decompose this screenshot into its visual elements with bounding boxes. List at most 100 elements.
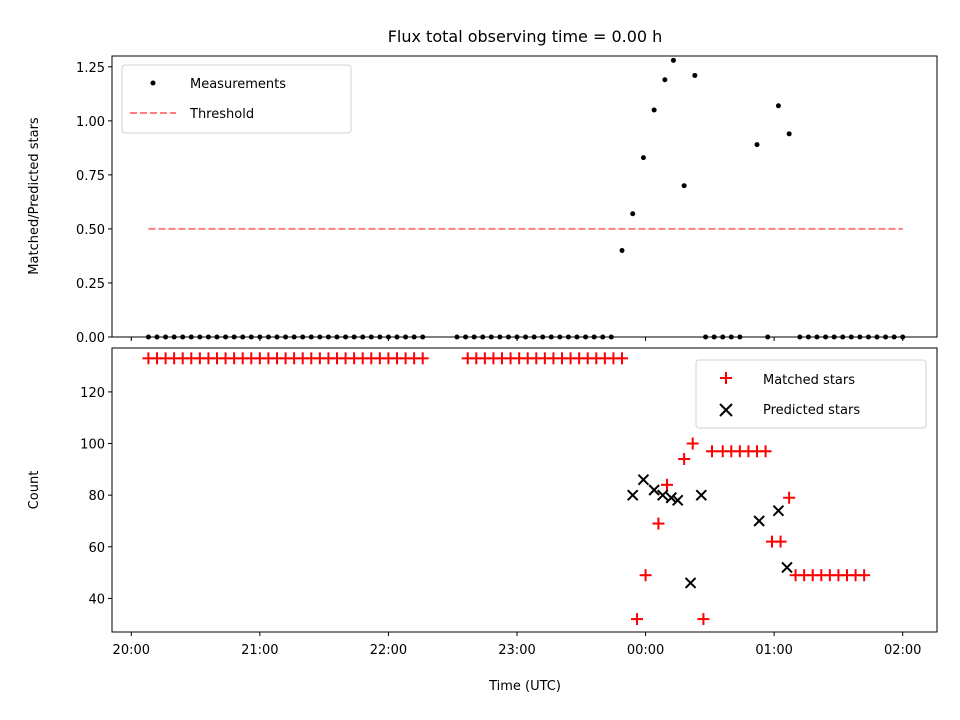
predicted-star-marker — [637, 473, 650, 486]
measurement-point — [420, 334, 426, 340]
measurement-point — [670, 57, 676, 63]
legend-measurements-label: Measurements — [190, 77, 286, 92]
bottom-panel: 40 60 80 100 120 20:00 21:00 22:00 23:00 00:00 01… — [27, 347, 938, 694]
measurement-point — [703, 334, 709, 340]
y-tick-label: 100 — [80, 438, 105, 453]
y-tick-label: 40 — [88, 592, 105, 607]
bottom-y-axis-label: Count — [27, 471, 42, 510]
measurement-point — [857, 334, 863, 340]
measurement-point — [891, 334, 897, 340]
measurement-point — [797, 334, 803, 340]
x-tick-label: 02:00 — [884, 643, 921, 658]
matched-star-marker — [686, 437, 699, 450]
matched-star-marker — [706, 445, 718, 458]
y-tick-label: 120 — [80, 386, 105, 401]
measurement-point — [640, 155, 646, 161]
chart-title: Flux total observing time = 0.00 h — [388, 27, 663, 46]
measurement-point — [145, 334, 151, 340]
measurement-point — [591, 334, 597, 340]
legend-measurements-marker — [150, 80, 156, 86]
bottom-series — [142, 352, 871, 626]
predicted-star-marker — [672, 494, 684, 507]
x-tick-label: 22:00 — [370, 643, 407, 658]
y-tick-label: 0.50 — [76, 223, 105, 238]
predicted-star-marker — [665, 492, 677, 504]
measurement-point — [737, 334, 743, 340]
matched-star-marker — [639, 569, 652, 582]
measurement-point — [583, 334, 589, 340]
measurement-point — [765, 334, 771, 340]
x-tick-label: 23:00 — [498, 643, 535, 658]
matched-star-marker — [416, 352, 429, 365]
measurement-point — [205, 334, 211, 340]
measurement-point — [805, 334, 811, 340]
measurement-point — [300, 334, 306, 340]
measurement-point — [505, 334, 511, 340]
predicted-star-marker — [657, 489, 669, 501]
predicted-star-marker — [781, 561, 793, 574]
measurement-point — [565, 334, 571, 340]
legend-matched-marker — [720, 372, 732, 384]
measurement-point — [154, 334, 160, 340]
measurement-point — [377, 334, 383, 340]
measurement-point — [188, 334, 194, 340]
x-tick-label: 00:00 — [627, 643, 664, 658]
measurement-point — [548, 334, 554, 340]
measurement-point — [163, 334, 169, 340]
measurement-point — [171, 334, 177, 340]
x-tick-label: 20:00 — [113, 643, 150, 658]
bottom-legend: Matched stars Predicted stars — [695, 359, 927, 429]
legend-predicted-label: Predicted stars — [763, 403, 860, 418]
matched-star-marker — [616, 352, 628, 365]
bottom-y-axis: 40 60 80 100 120 — [80, 386, 112, 607]
measurement-point — [385, 334, 391, 340]
matched-star-marker — [661, 478, 673, 491]
measurement-point — [291, 334, 297, 340]
measurement-point — [497, 334, 503, 340]
measurement-point — [754, 142, 760, 148]
measurement-point — [403, 334, 409, 340]
measurement-point — [197, 334, 203, 340]
measurement-point — [531, 334, 537, 340]
measurement-point — [308, 334, 314, 340]
measurement-point — [619, 248, 625, 254]
measurement-point — [728, 334, 734, 340]
y-tick-label: 1.00 — [76, 115, 105, 130]
matched-star-marker — [759, 445, 772, 458]
measurement-point — [180, 334, 186, 340]
measurement-point — [360, 334, 366, 340]
measurement-point — [840, 334, 846, 340]
measurement-point — [471, 334, 477, 340]
top-panel: Flux total observing time = 0.00 h 0.00 0… — [27, 27, 938, 346]
x-tick-label: 01:00 — [755, 643, 792, 658]
measurement-point — [711, 334, 717, 340]
measurement-point — [411, 334, 417, 340]
matched-star-marker — [652, 517, 665, 530]
top-series — [145, 57, 906, 340]
y-tick-label: 0.75 — [76, 169, 105, 184]
measurement-point — [814, 334, 820, 340]
measurement-point — [692, 72, 698, 78]
measurement-point — [883, 334, 889, 340]
top-legend: Measurements Threshold — [121, 64, 352, 134]
matched-star-marker — [858, 569, 871, 582]
measurement-point — [231, 334, 237, 340]
bottom-legend-box — [695, 359, 927, 429]
measurement-point — [720, 334, 726, 340]
measurement-point — [600, 334, 606, 340]
measurement-point — [394, 334, 400, 340]
measurement-point — [630, 211, 636, 217]
matched-star-marker — [783, 491, 796, 504]
top-y-axis-label: Matched/Predicted stars — [27, 117, 42, 275]
measurement-point — [463, 334, 469, 340]
measurement-point — [368, 334, 374, 340]
matched-star-marker — [631, 613, 643, 626]
y-tick-label: 0.00 — [76, 331, 105, 346]
measurement-point — [848, 334, 854, 340]
y-tick-label: 60 — [88, 541, 105, 556]
measurement-point — [317, 334, 323, 340]
measurement-point — [608, 334, 614, 340]
bottom-x-axis-label: Time (UTC) — [488, 679, 561, 694]
measurement-point — [325, 334, 331, 340]
measurement-point — [283, 334, 289, 340]
